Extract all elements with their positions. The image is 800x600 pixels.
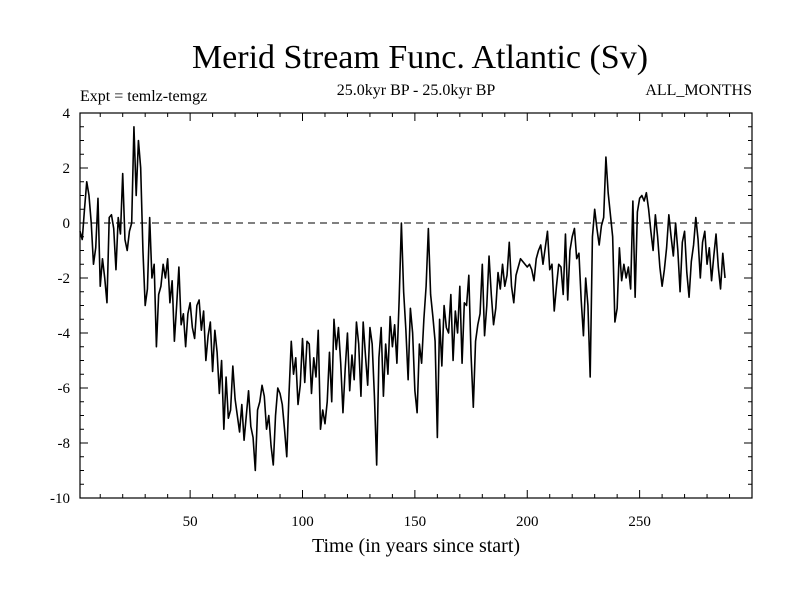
period-label: 25.0kyr BP - 25.0kyr BP [337, 82, 496, 99]
axes-group: 50 100 150 200 250 4 2 0 -2 -4 -6 -8 -10 [50, 106, 752, 530]
experiment-label: Expt = temlz-temgz [80, 88, 207, 105]
y-tick-label: -8 [58, 436, 71, 452]
y-tick-label: 2 [63, 161, 71, 177]
plot-frame [79, 112, 753, 499]
y-tick-label: -6 [58, 381, 71, 397]
x-tick-label: 50 [183, 514, 198, 530]
x-tick-label: 100 [291, 514, 314, 530]
series-group [79, 125, 726, 472]
chart-title: Merid Stream Func. Atlantic (Sv) [192, 39, 648, 76]
x-tick-label: 200 [516, 514, 539, 530]
y-tick-label: 0 [63, 216, 71, 232]
y-tick-label: 4 [63, 106, 71, 122]
y-tick-label: -2 [58, 271, 71, 287]
y-tick-label: -10 [50, 491, 70, 507]
y-tick-label: -4 [58, 326, 71, 342]
months-label: ALL_MONTHS [645, 82, 752, 99]
series-line [79, 125, 726, 472]
x-tick-label: 150 [404, 514, 427, 530]
x-axis-label: Time (in years since start) [312, 535, 520, 557]
x-tick-label: 250 [628, 514, 651, 530]
